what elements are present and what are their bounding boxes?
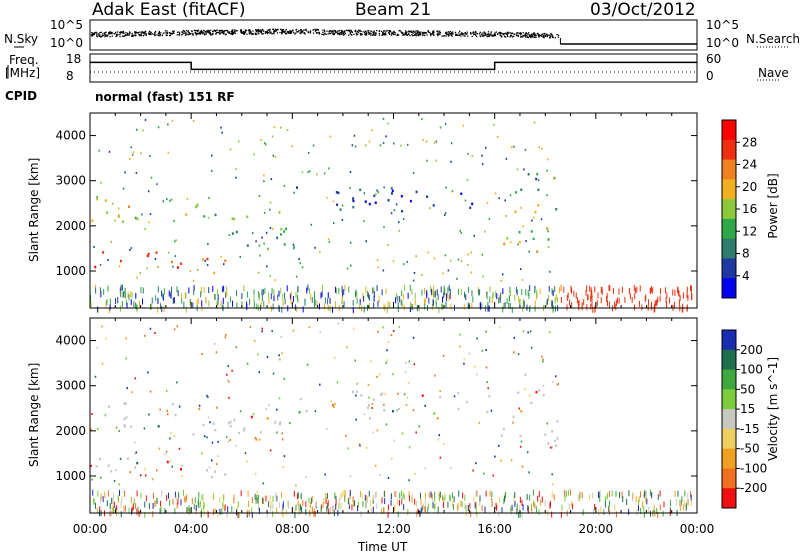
velocity-colorbar-label: Velocity [m s^-1] — [766, 356, 780, 461]
power-colorbar-tick-4: 4 — [742, 269, 750, 283]
nsearch-tick-bottom: 10^0 — [706, 36, 739, 50]
nsky-trace — [90, 28, 560, 39]
velocity-colorbar-tick-4: -15 — [740, 422, 760, 436]
velocity-colorbar-tick-5: -50 — [740, 442, 760, 456]
beam-title: Beam 21 — [355, 0, 432, 20]
power-y-tick-3000: 3000 — [55, 174, 86, 188]
cpid-label: CPID — [5, 89, 38, 103]
velocity-colorbar-swatch-3 — [722, 389, 736, 410]
velocity-colorbar-swatch-7 — [722, 468, 736, 489]
x-tick-label-6: 00:00 — [680, 522, 715, 536]
velocity-colorbar-swatch-0 — [722, 330, 736, 351]
freq-tick-top: 18 — [66, 52, 82, 66]
date-title: 03/Oct/2012 — [590, 0, 696, 20]
nsky-tick-top: 10^5 — [50, 18, 83, 32]
velocity-y-tick-2000: 2000 — [55, 424, 86, 438]
velocity-colorbar-tick-6: -100 — [740, 461, 767, 475]
freq-label: Freq. — [9, 53, 39, 67]
velocity-colorbar-swatch-4 — [722, 409, 736, 430]
nsky-tick-bottom: 10^0 — [50, 36, 83, 50]
power-colorbar-tick-28: 28 — [742, 135, 757, 149]
power-colorbar-swatch-8 — [722, 278, 736, 299]
velocity-colorbar-tick-7: -200 — [740, 481, 767, 495]
power-colorbar-swatch-4 — [722, 199, 736, 220]
velocity-y-tick-4000: 4000 — [55, 334, 86, 348]
x-tick-label-1: 04:00 — [174, 522, 209, 536]
power-colorbar-swatch-1 — [722, 139, 736, 161]
velocity-colorbar-tick-3: 15 — [740, 402, 755, 416]
x-tick-label-4: 16:00 — [477, 522, 512, 536]
x-tick-label-3: 12:00 — [376, 522, 411, 536]
velocity-panel-frame — [89, 317, 698, 514]
power-y-tick-4000: 4000 — [55, 129, 86, 143]
velocity-colorbar-swatch-6 — [722, 448, 736, 469]
power-colorbar-tick-24: 24 — [742, 158, 757, 172]
velocity-echoes — [90, 322, 692, 519]
velocity-colorbar-swatch-8 — [722, 488, 736, 509]
velocity-y-tick-1000: 1000 — [55, 469, 86, 483]
power-colorbar-tick-8: 8 — [742, 247, 750, 261]
power-colorbar-tick-20: 20 — [742, 180, 757, 194]
velocity-colorbar-tick-2: 50 — [740, 382, 755, 396]
velocity-y-axis-label: Slant Range [km] — [27, 362, 41, 467]
power-colorbar-tick-16: 16 — [742, 202, 757, 216]
power-colorbar-label: Power [dB] — [766, 173, 780, 239]
nave-tick-top: 60 — [706, 52, 722, 66]
power-colorbar-swatch-6 — [722, 238, 736, 259]
power-echoes — [90, 117, 693, 314]
x-tick-label-0: 00:00 — [73, 522, 108, 536]
freq-panel-frame — [89, 53, 698, 83]
nsky-panel-frame — [89, 19, 698, 51]
power-panel-frame — [89, 112, 698, 309]
site-title: Adak East (fitACF) — [92, 0, 246, 20]
power-y-axis-label: Slant Range [km] — [27, 157, 41, 262]
nsky-label: N.Sky — [4, 32, 39, 46]
x-tick-label-5: 20:00 — [579, 522, 614, 536]
nsearch-tick-top: 10^5 — [706, 18, 739, 32]
power-y-tick-1000: 1000 — [55, 264, 86, 278]
velocity-colorbar-frame — [721, 329, 737, 509]
nave-tick-bottom: 0 — [706, 69, 714, 83]
freq-unit-label: [MHz] — [5, 66, 41, 80]
x-tick-label-2: 08:00 — [275, 522, 310, 536]
freq-tick-bottom: 8 — [66, 69, 74, 83]
power-colorbar-swatch-3 — [722, 179, 736, 200]
power-colorbar-swatch-7 — [722, 258, 736, 279]
power-y-tick-2000: 2000 — [55, 219, 86, 233]
velocity-colorbar-swatch-5 — [722, 428, 736, 450]
power-colorbar-swatch-0 — [722, 120, 736, 141]
velocity-colorbar-swatch-2 — [722, 369, 736, 390]
velocity-y-tick-3000: 3000 — [55, 379, 86, 393]
velocity-colorbar-tick-0: 200 — [740, 343, 763, 357]
power-colorbar-swatch-2 — [722, 159, 736, 180]
power-colorbar-tick-12: 12 — [742, 224, 757, 238]
freq-trace — [90, 61, 697, 71]
power-colorbar-swatch-5 — [722, 218, 736, 240]
velocity-colorbar-swatch-1 — [722, 349, 736, 371]
cpid-text: normal (fast) 151 RF — [95, 90, 235, 104]
nave-label: Nave — [758, 66, 789, 80]
nsearch-label: N.Search — [746, 32, 800, 46]
velocity-colorbar-tick-1: 100 — [740, 363, 763, 377]
x-axis-label: Time UT — [358, 540, 408, 554]
